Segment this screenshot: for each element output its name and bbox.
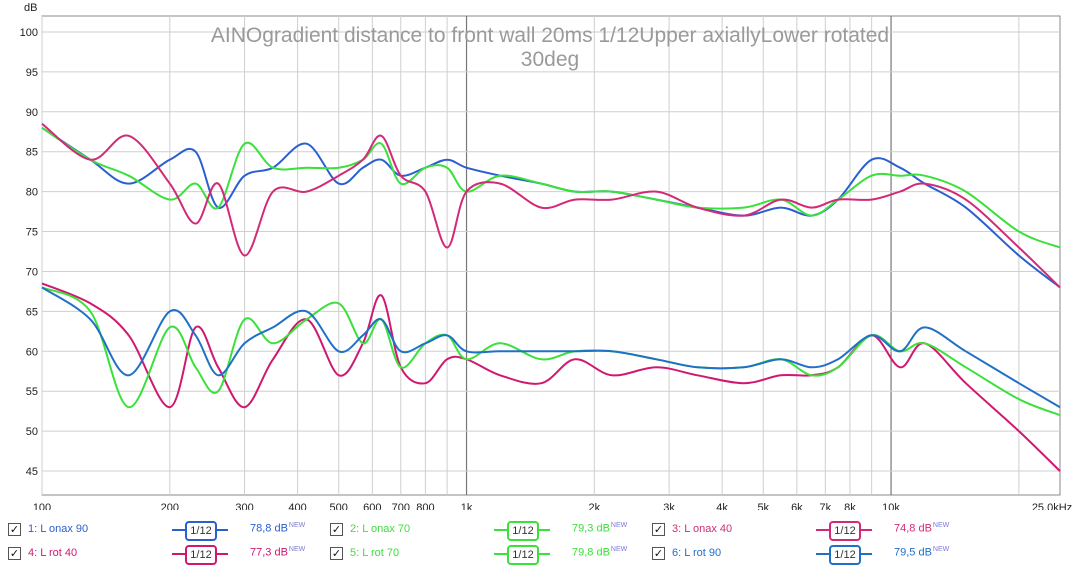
checkbox-5[interactable]: ✓ <box>330 547 343 560</box>
grid-lines <box>41 16 1060 495</box>
x-tick-label: 25,0kHz <box>1032 502 1072 510</box>
y-axis-label: dB <box>24 2 37 14</box>
chart-title-line1: AINOgradient distance to front wall 20ms… <box>211 24 889 47</box>
smoothing-control-3[interactable]: 1/12 <box>816 520 872 541</box>
chart-title-line2: 30deg <box>521 48 579 71</box>
x-tick-label: 10k <box>882 502 900 510</box>
level-6: 79,5 dBNEW <box>894 546 950 559</box>
smoothing-box-6[interactable]: 1/12 <box>829 545 861 565</box>
y-tick-label: 100 <box>20 27 38 39</box>
x-tick-label: 200 <box>161 502 179 510</box>
smoothing-control-5[interactable]: 1/12 <box>494 544 550 565</box>
series-line-6 <box>41 286 1061 409</box>
checkbox-1[interactable]: ✓ <box>8 523 21 536</box>
checkbox-4[interactable]: ✓ <box>8 547 21 560</box>
smoothing-control-6[interactable]: 1/12 <box>816 544 872 565</box>
frequency-response-chart: 100 95 90 85 80 75 70 65 60 55 50 45 100 200 300 400 50… <box>20 2 1073 510</box>
series-lines <box>41 122 1061 472</box>
x-tick-label: 400 <box>288 502 306 510</box>
series-line-2 <box>41 126 1061 249</box>
smoothing-control-1[interactable]: 1/12 <box>172 520 228 541</box>
legend: ✓ 1: L onax 90 1/12 78,8 dBNEW ✓ 2: L on… <box>0 512 1080 570</box>
smoothing-box-4[interactable]: 1/12 <box>185 545 217 565</box>
smoothing-box-5[interactable]: 1/12 <box>507 545 539 565</box>
legend-label-6: 6: L rot 90 <box>672 547 722 559</box>
level-1: 78,8 dBNEW <box>250 522 306 535</box>
x-tick-label: 600 <box>363 502 381 510</box>
x-tick-label: 300 <box>235 502 253 510</box>
legend-row-1: ✓ 1: L onax 90 1/12 78,8 dBNEW ✓ 2: L on… <box>0 518 1080 542</box>
y-tick-label: 80 <box>26 187 38 199</box>
smoothing-control-4[interactable]: 1/12 <box>172 544 228 565</box>
checkbox-2[interactable]: ✓ <box>330 523 343 536</box>
level-5: 79,8 dBNEW <box>572 546 628 559</box>
y-tick-label: 60 <box>26 346 38 358</box>
legend-label-1: 1: L onax 90 <box>28 523 89 535</box>
series-line-5 <box>41 286 1061 417</box>
y-tick-label: 45 <box>26 466 38 478</box>
x-tick-label: 700 <box>392 502 410 510</box>
x-tick-labels: 100 200 300 400 500 600 700 800 1k 2k 3k 4k 5k 6k 7k 8k… <box>33 502 1072 510</box>
smoothing-control-2[interactable]: 1/12 <box>494 520 550 541</box>
legend-row-2: ✓ 4: L rot 40 1/12 77,3 dBNEW ✓ 5: L rot… <box>0 542 1080 566</box>
x-tick-label: 100 <box>33 502 51 510</box>
x-tick-label: 2k <box>589 502 601 510</box>
y-tick-label: 70 <box>26 266 38 278</box>
y-tick-label: 90 <box>26 107 38 119</box>
y-tick-label: 55 <box>26 386 38 398</box>
x-tick-label: 6k <box>791 502 803 510</box>
legend-label-3: 3: L onax 40 <box>672 523 733 535</box>
y-tick-labels: 100 95 90 85 80 75 70 65 60 55 50 45 <box>20 27 38 478</box>
smoothing-box-3[interactable]: 1/12 <box>829 521 861 541</box>
x-tick-label: 8k <box>844 502 856 510</box>
y-tick-label: 50 <box>26 426 38 438</box>
y-tick-label: 75 <box>26 227 38 239</box>
level-2: 79,3 dBNEW <box>572 522 628 535</box>
y-tick-label: 85 <box>26 147 38 159</box>
x-tick-label: 4k <box>716 502 728 510</box>
smoothing-box-2[interactable]: 1/12 <box>507 521 539 541</box>
legend-label-4: 4: L rot 40 <box>28 547 78 559</box>
level-3: 74,8 dBNEW <box>894 522 950 535</box>
x-tick-label: 800 <box>416 502 434 510</box>
smoothing-box-1[interactable]: 1/12 <box>185 521 217 541</box>
y-tick-label: 95 <box>26 67 38 79</box>
checkbox-3[interactable]: ✓ <box>652 523 665 536</box>
y-tick-label: 65 <box>26 306 38 318</box>
x-tick-label: 5k <box>757 502 769 510</box>
series-line-3 <box>41 122 1061 289</box>
legend-label-2: 2: L onax 70 <box>350 523 411 535</box>
plot-area <box>41 15 1061 496</box>
level-4: 77,3 dBNEW <box>250 546 306 559</box>
x-tick-label: 500 <box>330 502 348 510</box>
x-tick-label: 3k <box>663 502 675 510</box>
x-tick-label: 1k <box>461 502 473 510</box>
x-tick-label: 7k <box>819 502 831 510</box>
legend-label-5: 5: L rot 70 <box>350 547 400 559</box>
checkbox-6[interactable]: ✓ <box>652 547 665 560</box>
